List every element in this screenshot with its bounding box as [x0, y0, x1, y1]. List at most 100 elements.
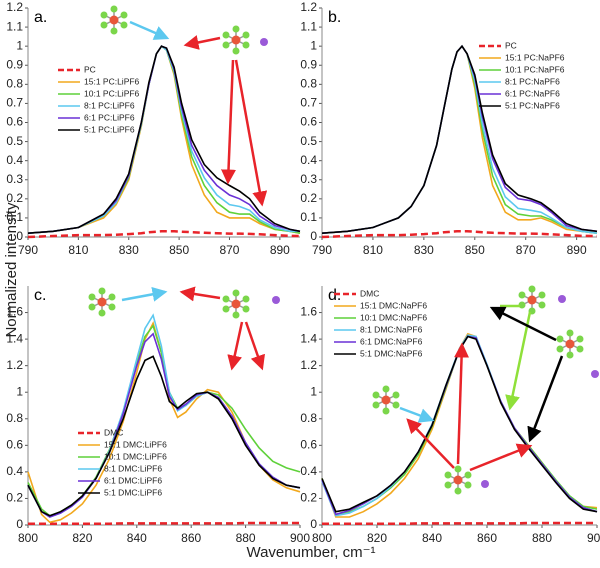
legend-label: 8:1 PC:NaPF6 [505, 76, 560, 86]
x-tick-label: 850 [465, 243, 485, 257]
legend-label: 10:1 PC:LiPF6 [84, 88, 140, 98]
legend-label: 8:1 PC:LiPF6 [84, 100, 135, 110]
arrow [221, 59, 237, 185]
y-tick-label: 0.6 [6, 438, 23, 452]
arrow [227, 321, 244, 371]
ion-icon [272, 296, 280, 304]
y-tick-label: 0.4 [6, 464, 23, 478]
legend-label: 15:1 DMC:LiPF6 [104, 439, 167, 449]
series-line [27, 45, 301, 234]
x-tick-label: 900 [290, 531, 310, 545]
x-tick-label: 840 [422, 531, 442, 545]
molecule-icon [221, 24, 251, 56]
series-line [321, 44, 598, 234]
y-tick-label: 0.7 [6, 96, 23, 110]
panel-label: a. [34, 9, 47, 26]
legend-label: PC [505, 40, 517, 50]
legend-label: 6:1 DMC:LiPF6 [104, 475, 162, 485]
legend-label: 10:1 DMC:NaPF6 [360, 312, 427, 322]
y-tick-label: 0.5 [300, 134, 317, 148]
arrow [469, 443, 533, 472]
x-tick-label: 850 [169, 243, 189, 257]
series-line [27, 230, 301, 239]
x-tick-label: 880 [532, 531, 552, 545]
y-tick-label: 0.7 [300, 96, 317, 110]
x-tick-label: 840 [127, 531, 147, 545]
legend-label: 6:1 PC:LiPF6 [84, 112, 135, 122]
y-tick-label: 0.6 [300, 115, 317, 129]
molecule-icon [443, 464, 473, 496]
legend-label: 10:1 PC:NaPF6 [505, 64, 565, 74]
y-tick-label: 1 [310, 38, 317, 52]
legend-label: DMC [104, 427, 123, 437]
x-tick-label: 860 [181, 531, 201, 545]
x-tick-label: 800 [18, 531, 38, 545]
series-line [321, 44, 598, 234]
arrow [399, 406, 435, 423]
y-tick-label: 0.9 [300, 57, 317, 71]
series-line [321, 44, 598, 234]
legend-label: 8:1 DMC:NaPF6 [360, 324, 423, 334]
y-tick-label: 1 [16, 384, 23, 398]
series-line [322, 521, 597, 525]
arrow [129, 20, 170, 40]
panel-label: b. [328, 9, 341, 26]
legend-label: 15:1 DMC:NaPF6 [360, 300, 427, 310]
y-tick-label: 0.5 [6, 134, 23, 148]
x-tick-label: 860 [477, 531, 497, 545]
x-tick-label: 810 [363, 243, 383, 257]
x-tick-label: 790 [18, 243, 38, 257]
y-tick-label: 0.8 [6, 77, 23, 91]
series-line [27, 332, 301, 518]
y-tick-label: 1.2 [6, 0, 23, 14]
y-tick-label: 1.6 [6, 305, 23, 319]
panel-label: c. [34, 287, 46, 304]
x-tick-label: 870 [219, 243, 239, 257]
arrow [489, 306, 557, 342]
legend-label: 15:1 PC:LiPF6 [84, 76, 140, 86]
arrow [244, 321, 265, 371]
y-axis-title: Normalized intensity [3, 202, 20, 338]
arrow [183, 35, 221, 50]
y-tick-label: 0.6 [300, 438, 317, 452]
legend-label: PC [84, 64, 96, 74]
arrow [179, 286, 221, 302]
legend-label: 5:1 DMC:LiPF6 [104, 487, 162, 497]
x-tick-label: 810 [68, 243, 88, 257]
x-tick-label: 820 [72, 531, 92, 545]
y-tick-label: 0.2 [6, 191, 23, 205]
y-tick-label: 1.2 [300, 358, 317, 372]
y-tick-label: 0 [16, 229, 23, 243]
series-line [27, 324, 301, 517]
arrow [505, 311, 532, 411]
y-tick-label: 0 [310, 517, 317, 531]
ion-icon [591, 370, 599, 378]
series-line [27, 45, 301, 234]
y-tick-label: 0.8 [6, 411, 23, 425]
molecule-icon [371, 384, 401, 416]
y-tick-label: 0.1 [6, 210, 23, 224]
y-tick-label: 1.4 [6, 331, 23, 345]
y-tick-label: 0 [16, 517, 23, 531]
y-tick-label: 0 [310, 229, 317, 243]
annotations [87, 4, 599, 496]
molecule-icon [87, 286, 117, 318]
molecule-icon [99, 4, 129, 36]
series-line [321, 44, 598, 234]
series-line [27, 45, 300, 234]
y-tick-label: 0.3 [6, 172, 23, 186]
y-tick-label: 1.2 [6, 358, 23, 372]
arrow [234, 59, 268, 207]
x-tick-label: 890 [567, 243, 587, 257]
series-line [27, 355, 301, 517]
legend-label: 8:1 DMC:LiPF6 [104, 463, 162, 473]
legend-label: 15:1 PC:NaPF6 [505, 52, 565, 62]
series-line [27, 313, 301, 518]
y-tick-label: 0.4 [300, 153, 317, 167]
y-tick-label: 1.6 [300, 305, 317, 319]
ion-icon [481, 480, 489, 488]
x-tick-label: 790 [312, 243, 332, 257]
x-axis-title: Wavenumber, cm⁻¹ [246, 544, 375, 561]
y-tick-label: 1.1 [6, 19, 23, 33]
y-tick-label: 0.3 [300, 172, 317, 186]
